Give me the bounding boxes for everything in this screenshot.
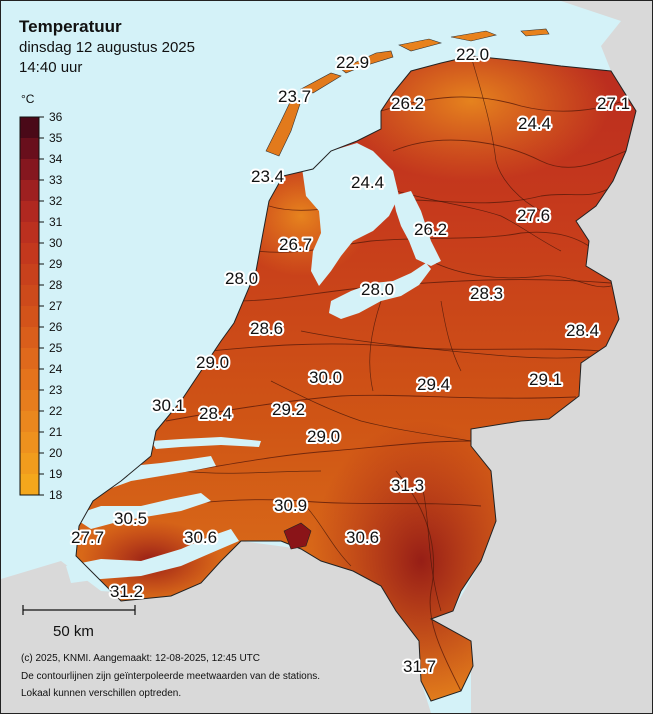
scale-bar-label: 50 km	[53, 623, 94, 640]
legend-swatch	[20, 390, 39, 412]
station-temperature-label: 24.4	[518, 114, 551, 133]
station-temperature-label: 30.6	[346, 528, 379, 547]
legend-swatch	[20, 432, 39, 454]
station-temperature-label: 31.7	[403, 657, 436, 676]
legend-swatch	[20, 453, 39, 475]
station-temperature-label: 23.7	[278, 87, 311, 106]
legend-tick-label: 22	[49, 404, 63, 418]
footer-copyright: (c) 2025, KNMI. Aangemaakt: 12-08-2025, …	[21, 653, 261, 664]
station-temperature-label: 29.0	[196, 353, 229, 372]
terschelling	[340, 50, 394, 74]
legend-tick-label: 18	[49, 488, 63, 502]
legend-tick-label: 34	[49, 152, 63, 166]
legend-tick-label: 27	[49, 299, 63, 313]
station-temperature-label: 31.2	[110, 582, 143, 601]
legend-swatch	[20, 411, 39, 433]
station-temperature-label: 30.0	[309, 368, 342, 387]
station-temperature-label: 30.5	[114, 509, 147, 528]
station-temperature-label: 29.4	[417, 375, 450, 394]
eastern-scheldt	[71, 493, 211, 529]
station-temperature-label: 29.0	[307, 427, 340, 446]
legend-swatch	[20, 369, 39, 391]
legend-tick-label: 29	[49, 257, 63, 271]
rottumeroog	[520, 28, 550, 37]
legend-swatch	[20, 138, 39, 160]
legend-tick-label: 28	[49, 278, 63, 292]
markermeer-east	[393, 191, 441, 266]
station-temperature-label: 30.6	[184, 528, 217, 547]
scale-bar	[22, 605, 136, 615]
station-temperature-label: 23.4	[251, 167, 284, 186]
station-temperature-label: 26.2	[391, 94, 424, 113]
legend-swatch	[20, 180, 39, 202]
station-temperature-label: 30.1	[152, 396, 185, 415]
legend-swatch	[20, 117, 39, 139]
legend-swatch	[20, 348, 39, 370]
netherlands-outline	[75, 55, 637, 702]
randmeren	[329, 263, 431, 319]
vlieland	[300, 72, 342, 94]
station-temperature-label: 28.4	[199, 404, 232, 423]
ijsselmeer	[301, 143, 399, 286]
station-temperature-label: 26.7	[279, 235, 312, 254]
nieuwe-waterweg	[151, 437, 261, 449]
station-temperature-label: 28.0	[225, 269, 258, 288]
temperature-legend-bar: 36 35 34 33 32 31 30 29 28 27 26 25 24 23 22 21 20 19 18	[19, 110, 63, 502]
station-temperature-label: 27.7	[71, 528, 104, 547]
germany-land	[431, 1, 652, 713]
station-temperature-label: 28.0	[361, 280, 394, 299]
legend-unit: °C	[21, 92, 35, 106]
legend-tick-label: 25	[49, 341, 63, 355]
station-temperature-label: 30.9	[274, 496, 307, 515]
legend-tick-label: 26	[49, 320, 63, 334]
schiermonnikoog	[450, 30, 497, 42]
station-temperature-label: 28.4	[566, 321, 599, 340]
western-scheldt	[66, 529, 239, 583]
legend-swatch	[20, 243, 39, 265]
legend-tick-label: 21	[49, 425, 63, 439]
station-temperature-label: 22.0	[456, 45, 489, 64]
station-temperature-label: 29.2	[272, 400, 305, 419]
legend-tick-label: 33	[49, 173, 63, 187]
map-time: 14:40 uur	[19, 59, 83, 76]
station-temperature-label: 28.3	[470, 284, 503, 303]
station-temperature-label: 29.1	[529, 370, 562, 389]
legend-tick-label: 23	[49, 383, 63, 397]
legend-swatch	[20, 306, 39, 328]
legend-tick-label: 20	[49, 446, 63, 460]
legend-swatch	[20, 327, 39, 349]
legend-tick-label: 24	[49, 362, 63, 376]
station-temperature-label: 27.1	[597, 94, 630, 113]
legend-swatch	[20, 474, 39, 496]
legend-tick-label: 32	[49, 194, 63, 208]
legend-swatch	[20, 285, 39, 307]
station-temperature-label: 28.6	[250, 319, 283, 338]
legend-swatch	[20, 222, 39, 244]
station-temperature-label: 24.4	[351, 173, 384, 192]
ameland	[398, 38, 443, 52]
station-temperature-label: 27.6	[517, 206, 550, 225]
legend-swatch	[20, 159, 39, 181]
legend-tick-label: 35	[49, 131, 63, 145]
station-temperature-label: 31.3	[391, 476, 424, 495]
haringvliet	[101, 456, 216, 489]
legend-tick-label: 30	[49, 236, 63, 250]
footer-contour-note: De contourlijnen zijn geïnterpoleerde me…	[21, 671, 321, 682]
map-date: dinsdag 12 augustus 2025	[19, 39, 195, 56]
station-temperature-label: 22.9	[336, 53, 369, 72]
texel	[265, 95, 302, 157]
legend-swatch	[20, 264, 39, 286]
baarle-enclave	[283, 522, 312, 550]
map-title: Temperatuur	[19, 17, 122, 36]
station-temperature-label: 26.2	[414, 220, 447, 239]
legend-tick-label: 19	[49, 467, 63, 481]
legend-tick-label: 31	[49, 215, 63, 229]
legend-swatch	[20, 201, 39, 223]
footer-local-note: Lokaal kunnen verschillen optreden.	[21, 688, 182, 699]
belgium-land	[1, 541, 431, 713]
station-temperatures: 22.9 22.0 23.7 26.2 27.1 24.4 23.4 24.4 27.6 26.2…	[69, 43, 632, 678]
legend-tick-label: 36	[49, 110, 63, 124]
